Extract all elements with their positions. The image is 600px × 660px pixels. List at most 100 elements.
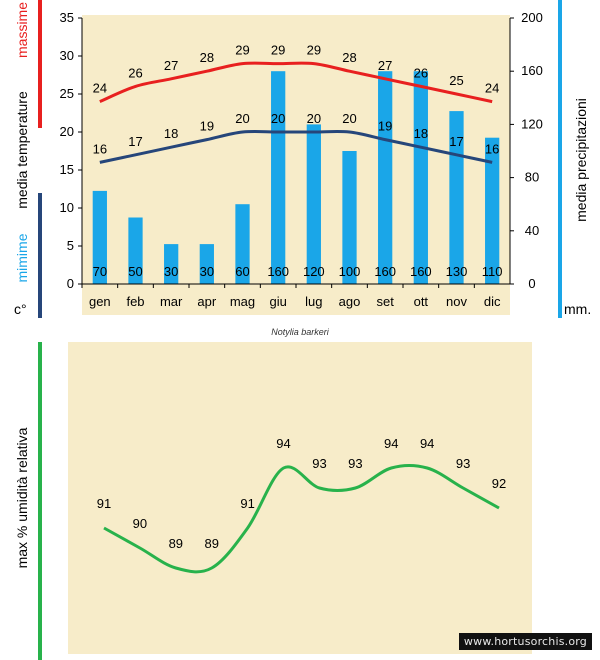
- left-tick-label: 20: [60, 124, 74, 139]
- precip-bar-set: [378, 71, 393, 284]
- humidity-data-labels: 91 90 89 89 91 94 93 93 94 94 93 92: [97, 436, 506, 551]
- left-tick-label: 25: [60, 86, 74, 101]
- x-tick-label-dic: dic: [484, 294, 501, 309]
- right-tick-label: 40: [525, 223, 539, 238]
- humidity-label-mar: 89: [169, 536, 183, 551]
- precip-bar-ago: [342, 151, 357, 284]
- left-axis-label-max: massime: [14, 2, 30, 58]
- precip-bar-giu: [271, 71, 286, 284]
- humidity-label-feb: 90: [133, 516, 147, 531]
- humidity-label-gen: 91: [97, 496, 111, 511]
- min-temp-label-mag: 20: [235, 111, 249, 126]
- humidity-label-ago: 93: [348, 456, 362, 471]
- right-tick-label: 80: [525, 170, 539, 185]
- min-temp-label-nov: 17: [449, 134, 463, 149]
- min-temp-line: [99, 129, 493, 164]
- precip-bar-ott: [413, 71, 428, 284]
- precipitation-bars: [92, 71, 500, 285]
- min-temp-label-ott: 18: [414, 126, 428, 141]
- min-temp-label-giu: 20: [271, 111, 285, 126]
- precip-label-set: 160: [374, 264, 396, 279]
- temperature-precipitation-chart: 70 50 30 30 60 160 120 100 160 160 130 110242627282…: [14, 0, 591, 318]
- chart-caption: Notylia barkeri: [271, 327, 330, 337]
- humidity-label-giu: 94: [276, 436, 290, 451]
- data-labels: 70 50 30 30 60 160 120 100 160 160 130 110 24 26 27 28 2…: [93, 43, 503, 279]
- precip-label-ago: 100: [339, 264, 361, 279]
- max-temp-label-apr: 28: [200, 50, 214, 65]
- x-tick-label-feb: feb: [126, 294, 144, 309]
- precip-label-feb: 50: [128, 264, 142, 279]
- humidity-axis-label: max % umidità relativa: [14, 427, 30, 568]
- x-tick-label-mar: mar: [160, 294, 183, 309]
- x-tick-label-giu: giu: [269, 294, 286, 309]
- x-tick-label-apr: apr: [197, 294, 216, 309]
- x-tick-label-mag: mag: [230, 294, 255, 309]
- precip-bar-mag: [235, 204, 250, 284]
- precip-bar-lug: [306, 124, 321, 285]
- humidity-label-dic: 92: [492, 476, 506, 491]
- humidity-label-nov: 93: [456, 456, 470, 471]
- min-temp-label-feb: 17: [128, 134, 142, 149]
- min-temp-label-set: 19: [378, 119, 392, 134]
- precip-label-lug: 120: [303, 264, 325, 279]
- left-axis-label-mid: media temperature: [14, 91, 30, 209]
- x-axis-ticks: gen feb mar apr mag giu lug ago set ott nov dic: [81, 284, 501, 309]
- max-temp-line: [99, 61, 493, 104]
- max-temp-label-mar: 27: [164, 58, 178, 73]
- left-axis-ticks: 0 5 10 15 20 25 30 35: [60, 10, 82, 291]
- max-temp-label-ago: 28: [342, 50, 356, 65]
- min-temp-label-mar: 18: [164, 126, 178, 141]
- left-axis-unit: c°: [14, 301, 27, 317]
- max-temp-label-mag: 29: [235, 43, 249, 58]
- right-tick-label: 120: [521, 116, 543, 131]
- precip-label-dic: 110: [482, 264, 503, 279]
- humidity-chart: max % umidità relativa 91 90 89 89 91 94 93 93 9…: [14, 342, 532, 660]
- left-axis-label-min: mimime: [14, 233, 30, 282]
- bottom-chart-panel: [68, 342, 532, 654]
- temperature-lines: [99, 61, 493, 164]
- precip-bar-apr: [199, 244, 214, 284]
- right-axis-ticks: 0 40 80 120 160 200: [510, 10, 543, 291]
- x-tick-label-ago: ago: [339, 294, 361, 309]
- min-temp-label-gen: 16: [93, 141, 107, 156]
- left-tick-label: 0: [67, 276, 74, 291]
- max-temp-label-set: 27: [378, 58, 392, 73]
- precip-bar-dic: [485, 137, 500, 284]
- min-temp-label-ago: 20: [342, 111, 356, 126]
- precip-bar-gen: [92, 190, 107, 284]
- humidity-label-mag: 91: [240, 496, 254, 511]
- precip-label-giu: 160: [267, 264, 289, 279]
- x-tick-label-lug: lug: [305, 294, 322, 309]
- watermark: www.hortusorchis.org: [458, 633, 592, 650]
- x-tick-label-set: set: [376, 294, 394, 309]
- humidity-label-lug: 93: [312, 456, 326, 471]
- left-tick-label: 5: [67, 238, 74, 253]
- precip-label-apr: 30: [200, 264, 214, 279]
- max-temp-label-ott: 26: [414, 65, 428, 80]
- right-tick-label: 200: [521, 10, 543, 25]
- precip-label-mag: 60: [235, 264, 249, 279]
- min-temp-label-dic: 16: [485, 141, 499, 156]
- max-temp-label-gen: 24: [93, 81, 107, 96]
- right-axis-unit: mm.: [564, 301, 591, 317]
- top-chart-panel: [82, 15, 510, 315]
- humidity-label-set: 94: [384, 436, 398, 451]
- max-temp-label-dic: 24: [485, 81, 499, 96]
- left-tick-label: 30: [60, 48, 74, 63]
- left-tick-label: 35: [60, 10, 74, 25]
- x-tick-label-nov: nov: [446, 294, 467, 309]
- precip-bar-mar: [164, 244, 179, 284]
- max-temp-label-nov: 25: [449, 73, 463, 88]
- precip-label-gen: 70: [93, 264, 107, 279]
- precip-bar-feb: [128, 217, 143, 284]
- min-temp-label-lug: 20: [307, 111, 321, 126]
- right-axis-label: media precipitazioni: [573, 98, 589, 222]
- max-temp-label-lug: 29: [307, 43, 321, 58]
- left-tick-label: 10: [60, 200, 74, 215]
- x-tick-label-ott: ott: [414, 294, 429, 309]
- right-tick-label: 160: [521, 63, 543, 78]
- max-temp-label-feb: 26: [128, 65, 142, 80]
- x-tick-label-gen: gen: [89, 294, 111, 309]
- humidity-label-apr: 89: [204, 536, 218, 551]
- precip-label-nov: 130: [446, 264, 468, 279]
